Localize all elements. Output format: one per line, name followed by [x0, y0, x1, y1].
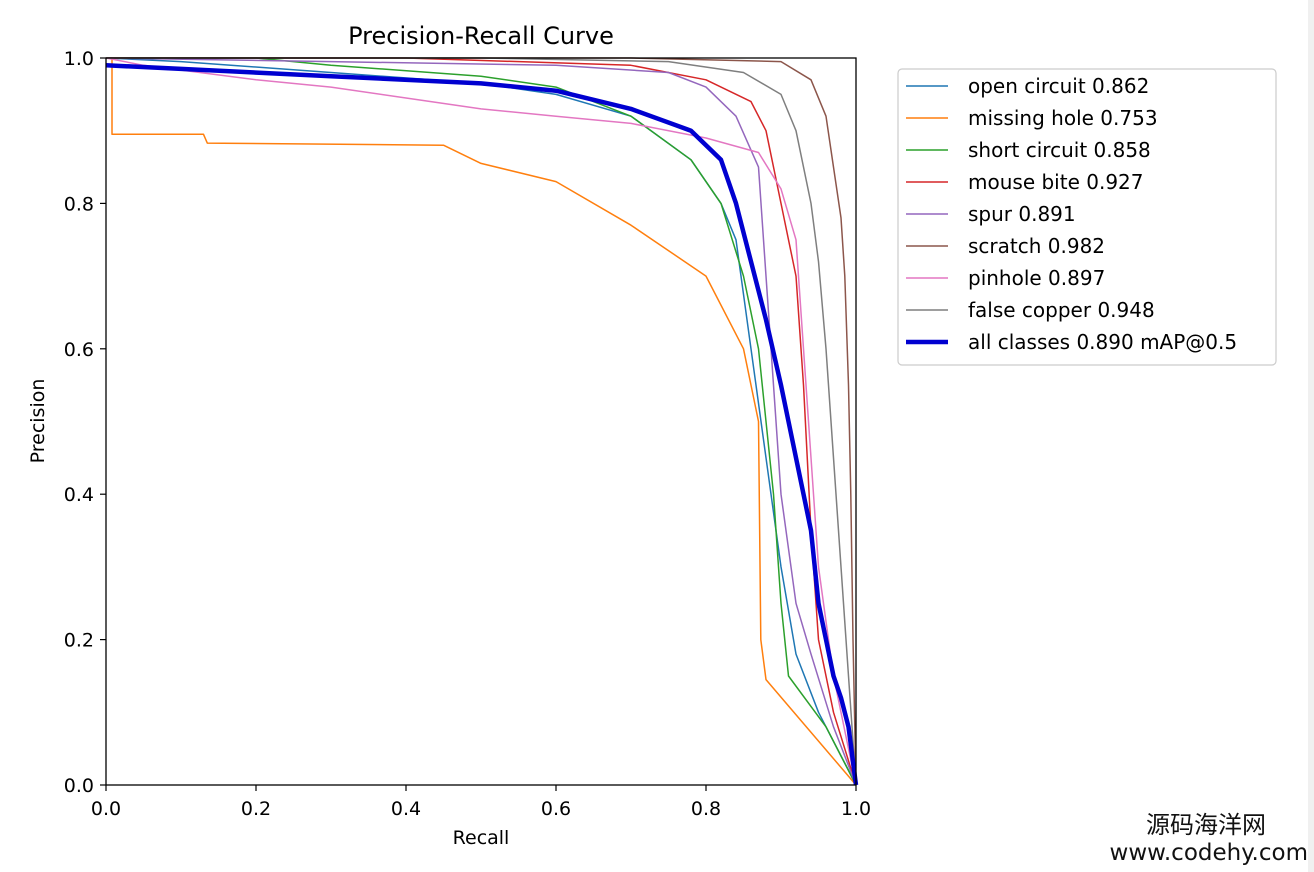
series-line-2 — [106, 57, 857, 786]
window-edge — [1308, 0, 1314, 872]
plot-area-frame — [105, 57, 857, 786]
x-tick-label: 0.8 — [691, 798, 721, 820]
y-tick-label: 0.0 — [64, 775, 94, 797]
legend-label: open circuit 0.862 — [968, 74, 1149, 98]
legend-label: mouse bite 0.927 — [968, 170, 1144, 194]
x-tick-label: 0.4 — [391, 798, 421, 820]
series-line-0 — [105, 57, 857, 786]
series-line-1 — [106, 57, 857, 786]
series-lines — [105, 57, 859, 786]
x-tick-label: 0.0 — [91, 798, 121, 820]
watermark-url: www.codehy.com — [1109, 839, 1308, 866]
series-line-8 — [105, 63, 859, 786]
series-line-4 — [105, 57, 857, 786]
watermark: 源码海洋网 www.codehy.com — [1109, 810, 1308, 866]
y-tick-label: 0.6 — [64, 339, 94, 361]
legend-box — [897, 68, 1277, 366]
series-line-6 — [105, 57, 857, 786]
axis-ticks: 0.0 0.2 0.4 0.6 0.8 1.0 0.0 0.2 0.4 0.6 0.8 1.0 — [64, 48, 871, 820]
x-tick-label: 0.2 — [241, 798, 271, 820]
y-tick-label: 0.4 — [64, 484, 94, 506]
legend-label: missing hole 0.753 — [968, 106, 1158, 130]
y-tick-label: 1.0 — [64, 48, 94, 70]
legend-label: spur 0.891 — [968, 202, 1076, 226]
y-tick-label: 0.8 — [64, 193, 94, 215]
legend-label: all classes 0.890 mAP@0.5 — [968, 330, 1237, 354]
watermark-cn: 源码海洋网 — [1146, 810, 1266, 839]
series-line-7 — [106, 57, 857, 786]
legend: open circuit 0.862 missing hole 0.753 shor… — [897, 68, 1277, 366]
series-line-3 — [106, 57, 857, 786]
chart-title: Precision-Recall Curve — [348, 22, 614, 50]
legend-label: false copper 0.948 — [968, 298, 1155, 322]
x-tick-label: 0.6 — [541, 798, 571, 820]
legend-label: short circuit 0.858 — [968, 138, 1151, 162]
y-tick-label: 0.2 — [64, 630, 94, 652]
y-axis-label: Precision — [27, 379, 49, 464]
legend-label: scratch 0.982 — [968, 234, 1105, 258]
series-line-5 — [106, 57, 857, 786]
x-tick-label: 1.0 — [841, 798, 871, 820]
x-axis-label: Recall — [453, 827, 510, 849]
legend-label: pinhole 0.897 — [968, 266, 1105, 290]
